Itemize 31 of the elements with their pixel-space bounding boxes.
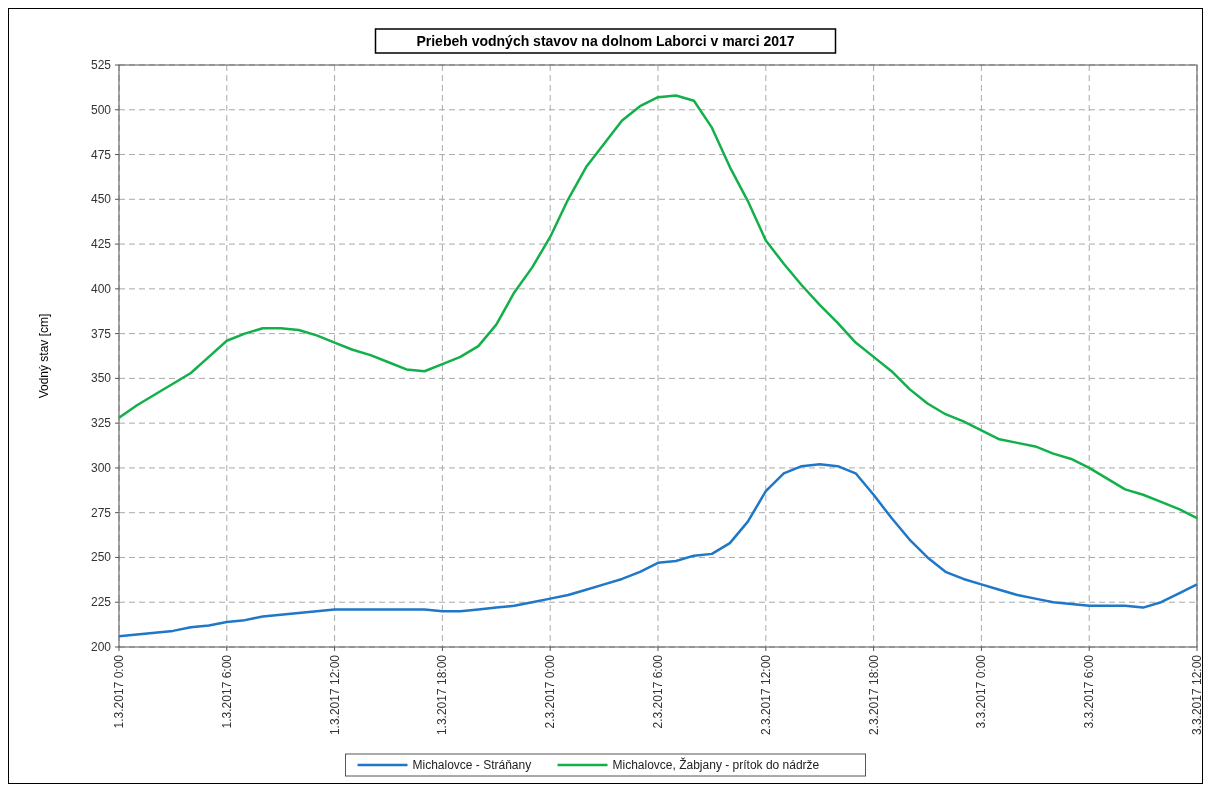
x-tick-label: 2.3.2017 6:00 (651, 654, 665, 729)
x-tick-label: 3.3.2017 12:00 (1190, 654, 1204, 736)
y-tick-label: 225 (90, 595, 112, 610)
x-tick-label: 1.3.2017 12:00 (327, 654, 342, 736)
x-tick-label: 2.3.2017 0:00 (543, 654, 558, 729)
line-series (117, 94, 1199, 520)
y-tick-label: 475 (90, 147, 112, 162)
x-tick-label: 2.3.2017 12:00 (758, 654, 773, 736)
x-tick-label: 3.3.2017 0:00 (974, 654, 989, 729)
legend-label: Michalovce, Žabjany - prítok do nádrže (612, 757, 820, 772)
y-tick-label: 375 (90, 326, 112, 341)
y-tick-label: 450 (90, 192, 112, 207)
y-tick-label: 425 (90, 237, 112, 252)
x-tick-label: 1.3.2017 6:00 (219, 654, 234, 729)
y-tick-label: 350 (90, 371, 112, 386)
y-tick-label: 525 (90, 58, 112, 72)
y-tick-label: 300 (90, 460, 112, 475)
y-tick-label: 200 (90, 640, 112, 654)
x-tick-label: 2.3.2017 18:00 (866, 654, 881, 736)
chart-title: Priebeh vodných stavov na dolnom Laborci v marci 2017 (416, 33, 795, 49)
y-tick-label: 400 (90, 281, 112, 296)
x-tick-label: 1.3.2017 18:00 (435, 654, 450, 736)
line-series (117, 463, 1199, 638)
y-tick-label: 325 (90, 416, 112, 431)
x-tick-label: 3.3.2017 6:00 (1082, 654, 1097, 729)
y-axis-title: Vodný stav [cm] (37, 313, 51, 399)
y-tick-label: 275 (90, 505, 112, 520)
legend-label: Michalovce - Stráňany (412, 758, 532, 772)
x-tick-label: 1.3.2017 0:00 (112, 654, 126, 729)
y-tick-label: 250 (90, 550, 112, 565)
y-tick-label: 500 (90, 102, 112, 117)
